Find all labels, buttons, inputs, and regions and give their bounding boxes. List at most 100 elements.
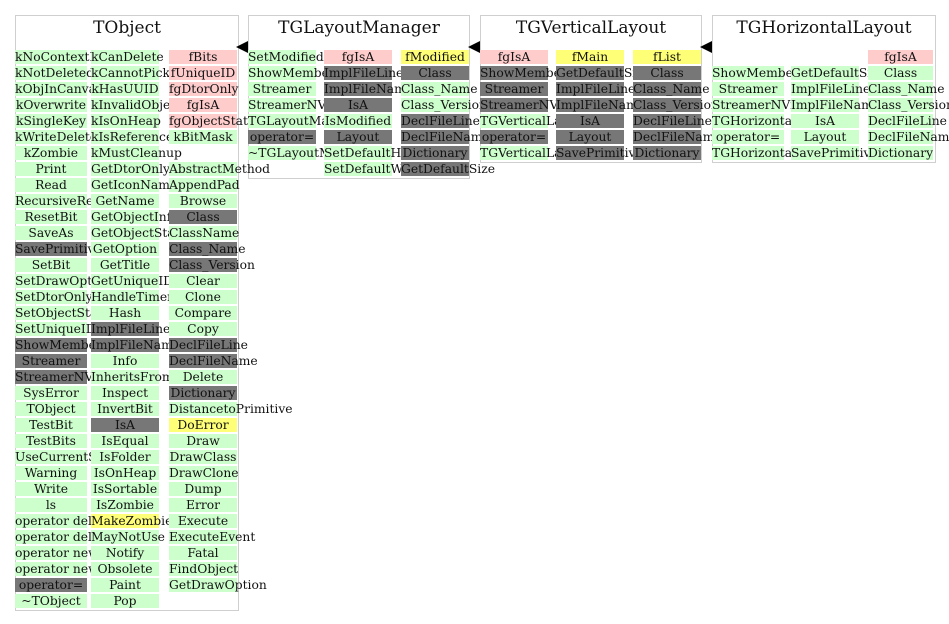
member-entry: ShowMembers <box>248 66 342 80</box>
member-entry: Paint <box>91 578 159 592</box>
member-entry: DeclFileName <box>633 130 722 144</box>
member-entry: Layout <box>324 130 392 144</box>
member-entry: DeclFileName <box>169 354 258 368</box>
member-entry: fModified <box>401 50 469 64</box>
member-entry: DistancetoPrimitive <box>169 402 293 416</box>
member-entry: GetName <box>91 194 159 208</box>
member-entry: Error <box>169 498 237 512</box>
member-entry: Fatal <box>169 546 237 560</box>
member-entry: AbstractMethod <box>169 162 271 176</box>
member-entry: IsFolder <box>91 450 159 464</box>
member-entry: ~TGLayoutManager <box>248 146 376 160</box>
member-entry: kMustCleanup <box>91 146 182 160</box>
member-entry: SetDefaultHeight <box>324 146 434 160</box>
member-entry: kZombie <box>15 146 87 160</box>
member-entry: IsOnHeap <box>91 466 159 480</box>
member-entry: SetBit <box>15 258 87 272</box>
member-entry: TestBits <box>15 434 87 448</box>
member-entry: StreamerNVirtual <box>15 370 128 384</box>
member-entry: kIsOnHeap <box>91 114 161 128</box>
member-entry: kInvalidObject <box>91 98 183 112</box>
member-entry: SaveAs <box>15 226 87 240</box>
member-entry: SetObjectStat <box>15 306 103 320</box>
member-entry: Class_Name <box>401 82 478 96</box>
member-entry: fgIsA <box>169 98 237 112</box>
member-entry: Copy <box>169 322 237 336</box>
member-entry: GetObjectStat <box>91 226 180 240</box>
member-entry: fUniqueID <box>169 66 237 80</box>
member-entry: SavePrimitive <box>15 242 102 256</box>
member-entry: Hash <box>91 306 159 320</box>
member-entry: TestBit <box>15 418 87 432</box>
member-entry: fMain <box>556 50 624 64</box>
member-entry: ImplFileLine <box>324 66 404 80</box>
member-entry: TGHorizontalLayout <box>712 114 839 128</box>
member-entry: SetDrawOption <box>15 274 112 288</box>
member-entry: HandleTimer <box>91 290 174 304</box>
member-entry: kNoContextMenu <box>15 50 126 64</box>
member-entry: ResetBit <box>15 210 87 224</box>
member-entry: IsEqual <box>91 434 159 448</box>
member-entry: SetUniqueID <box>15 322 96 336</box>
member-entry: Class_Version <box>401 98 487 112</box>
member-entry: SavePrimitive <box>556 146 643 160</box>
member-entry: Draw <box>169 434 237 448</box>
member-entry: fgIsA <box>324 50 392 64</box>
member-entry: Class <box>868 66 933 80</box>
member-entry: ImplFileName <box>791 98 881 112</box>
member-entry: GetOption <box>91 242 159 256</box>
member-entry: Dictionary <box>169 386 237 400</box>
member-entry: Class_Name <box>169 242 246 256</box>
class-title: TGHorizontalLayout <box>736 18 912 38</box>
member-entry: DrawClone <box>169 466 239 480</box>
class-title: TGLayoutManager <box>278 18 440 38</box>
member-entry: DeclFileName <box>868 130 949 144</box>
member-entry: Compare <box>169 306 237 320</box>
member-entry: TGHorizontalLayout <box>712 146 839 160</box>
member-entry: operator delete <box>15 514 112 528</box>
member-entry: IsModified <box>324 114 392 128</box>
member-entry: ~TObject <box>15 594 87 608</box>
member-entry: ShowMembers <box>712 66 806 80</box>
member-entry: StreamerNVirtual <box>480 98 593 112</box>
member-entry: Streamer <box>248 82 316 96</box>
member-entry: Print <box>15 162 87 176</box>
member-entry: Class <box>633 66 701 80</box>
member-entry: fgIsA <box>480 50 548 64</box>
member-entry: Warning <box>15 466 87 480</box>
member-entry: Notify <box>91 546 159 560</box>
member-entry: GetTitle <box>91 258 159 272</box>
member-entry: TGLayoutManager <box>248 114 365 128</box>
member-entry: IsA <box>556 114 624 128</box>
member-entry: DeclFileLine <box>868 114 947 128</box>
member-entry: Dictionary <box>868 146 934 160</box>
member-entry: GetDtorOnly <box>91 162 171 176</box>
member-entry: GetUniqueID <box>91 274 174 288</box>
member-entry: Layout <box>791 130 859 144</box>
member-entry: operator= <box>15 578 87 592</box>
member-entry: GetIconName <box>91 178 178 192</box>
inheritance-arrow-icon <box>700 41 712 53</box>
member-entry: Pop <box>91 594 159 608</box>
member-entry: fgIsA <box>868 50 933 64</box>
member-entry: GetDefaultSize <box>401 162 495 176</box>
class-title: TObject <box>93 18 161 38</box>
member-entry: kBitMask <box>169 130 237 144</box>
member-entry <box>169 146 237 160</box>
member-entry: Streamer <box>15 354 87 368</box>
member-entry: Dump <box>169 482 237 496</box>
member-entry: operator= <box>248 130 316 144</box>
member-entry: Streamer <box>480 82 548 96</box>
member-entry: DrawClass <box>169 450 237 464</box>
member-entry: operator new[] <box>15 562 109 576</box>
member-entry: kOverwrite <box>15 98 87 112</box>
member-entry: fgObjectStat <box>169 114 248 128</box>
member-entry: SavePrimitive <box>791 146 878 160</box>
class-title: TGVerticalLayout <box>515 18 667 38</box>
member-entry: fBits <box>169 50 237 64</box>
member-entry: SetDtorOnly <box>15 290 93 304</box>
member-entry: ClassName <box>169 226 240 240</box>
member-entry: IsA <box>91 418 159 432</box>
inheritance-arrow-icon <box>236 41 248 53</box>
